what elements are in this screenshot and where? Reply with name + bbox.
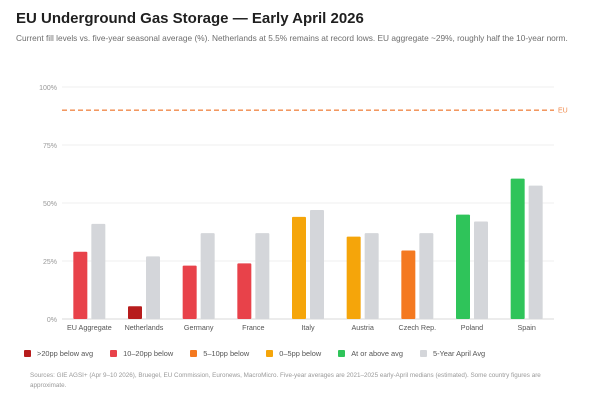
legend-label: At or above avg [351,349,403,358]
x-tick-label: Czech Rep. [399,323,437,332]
y-tick-label: 25% [43,259,57,266]
chart-title: EU Underground Gas Storage — Early April… [16,10,364,27]
bar-current [401,250,416,319]
bar-current [182,265,197,319]
legend-item: 5–10pp below [190,349,249,358]
bar-current [346,236,361,319]
x-tick-label: Germany [184,323,214,332]
x-tick-label: France [242,323,264,332]
y-tick-label: 100% [39,85,57,92]
y-tick-label: 50% [43,201,57,208]
bar-five-year-avg [91,223,106,319]
legend-label: 5–10pp below [203,349,250,358]
chart-subtitle: Current fill levels vs. five-year season… [16,33,568,43]
legend-label: 5-Year April Avg [432,349,486,358]
bar-current [292,216,306,319]
bar-current [456,214,470,319]
legend-item: At or above avg [338,349,403,358]
bar-current [128,306,142,319]
bar-five-year-avg [528,185,543,319]
x-tick-label: EU Aggregate [67,323,112,332]
x-tick-label: Austria [351,323,373,332]
legend-swatch [24,350,31,357]
bar-five-year-avg [200,233,215,319]
target-line-label: EU [558,108,568,115]
bar-five-year-avg [255,233,270,319]
bar-current [73,251,88,319]
x-tick-label: Italy [301,323,315,332]
bar-five-year-avg [474,221,488,319]
legend-swatch [266,350,274,357]
bar-five-year-avg [364,233,379,319]
x-tick-label: Spain [517,323,535,332]
chart-legend: >20pp below avg 10–20pp below 5–10pp below… [24,349,502,358]
bar-five-year-avg [419,233,434,319]
x-tick-label: Netherlands [125,323,164,332]
y-tick-label: 75% [43,143,57,150]
legend-swatch [190,350,198,357]
legend-swatch [338,350,346,357]
legend-swatch [419,350,427,357]
legend-item: 5-Year April Avg [419,349,486,358]
legend-label: 0–5pp below [279,349,322,358]
x-tick-label: Poland [461,323,483,332]
bar-five-year-avg [146,256,160,319]
legend-item: 10–20pp below [110,349,173,358]
y-tick-label: 0% [47,317,57,324]
legend-item: >20pp below avg [24,349,93,358]
legend-label: 10–20pp below [123,349,174,358]
bar-current [510,178,525,319]
source-note: Sources: GIE AGSI+ (Apr 9–10 2026), Brue… [30,372,541,389]
legend-label: >20pp below avg [37,349,94,358]
bar-five-year-avg [310,209,324,319]
legend-swatch [110,350,118,357]
bar-current [237,263,252,319]
legend-item: 0–5pp below [266,349,321,358]
